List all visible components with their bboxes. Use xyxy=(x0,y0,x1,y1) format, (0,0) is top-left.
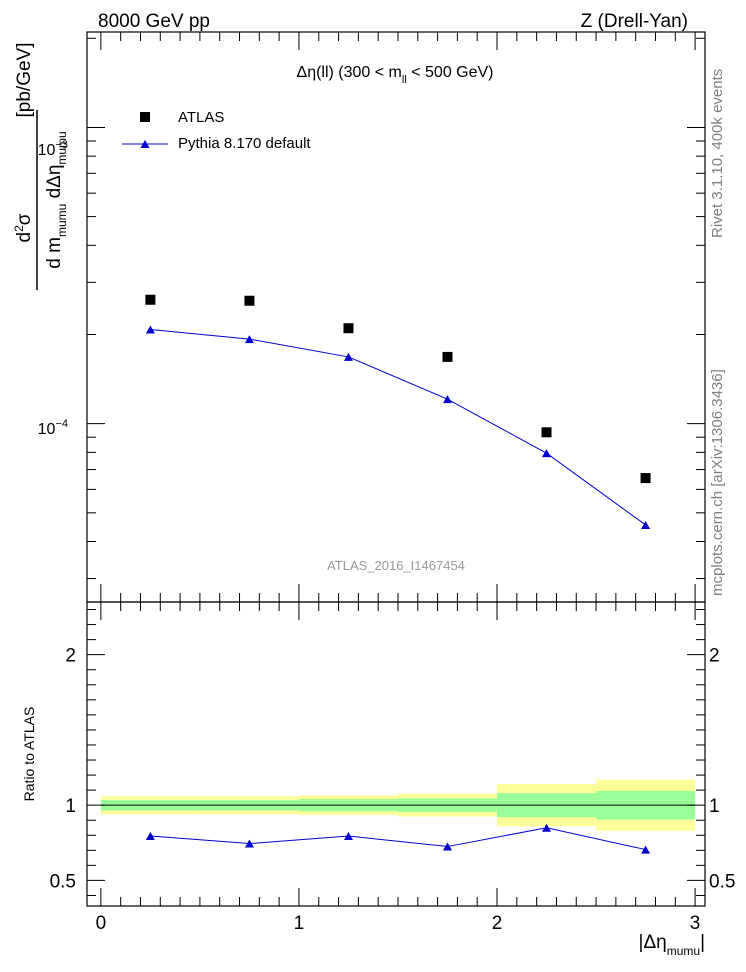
main-y-ticks xyxy=(87,37,705,580)
plot-title: Δη(ll) (300 < mll < 500 GeV) xyxy=(297,64,494,86)
atlas-point xyxy=(541,427,552,438)
atlas-point xyxy=(343,323,354,334)
legend-atlas-label: ATLAS xyxy=(178,109,224,126)
ratio-xtick-label: 1 xyxy=(294,913,305,934)
ylabel-numerator: d2σ xyxy=(12,213,35,242)
ratio-ytick-label-right: 2 xyxy=(709,646,720,667)
atlas-point xyxy=(442,351,453,362)
legend-atlas-marker xyxy=(140,112,150,122)
ratio-y-tick-labels: 0.5 1 2 xyxy=(50,646,76,893)
pythia-line xyxy=(150,328,646,526)
ratio-y-ticks xyxy=(87,609,705,896)
rivet-label: Rivet 3.1.10, 400k events xyxy=(709,69,726,238)
atlas-point xyxy=(145,294,156,305)
mcplots-label: mcplots.cern.ch [arXiv:1306.3436] xyxy=(709,369,726,596)
ratio-y-axis-label: Ratio to ATLAS xyxy=(21,707,37,802)
header-left: 8000 GeV pp xyxy=(98,11,210,32)
ratio-y-tick-labels-right: 0.5 1 2 xyxy=(709,646,735,893)
ytick-label-1e-4: 10−4 xyxy=(38,418,68,438)
ratio-xtick-label: 0 xyxy=(96,913,107,934)
ratio-ytick-label-right: 0.5 xyxy=(709,871,735,892)
ratio-pythia-line xyxy=(150,827,646,851)
pythia-point xyxy=(443,395,452,404)
ratio-pythia-point xyxy=(443,842,452,851)
pythia-point xyxy=(343,352,353,361)
ylabel-denominator: d mmumu dΔηmumu xyxy=(44,131,69,268)
pythia-point xyxy=(145,325,155,334)
ratio-x-tick-labels: 0 1 2 3 xyxy=(96,913,701,934)
ratio-xtick-label: 2 xyxy=(492,913,503,934)
ratio-frame xyxy=(86,601,706,907)
legend: ATLAS Pythia 8.170 default xyxy=(122,109,311,152)
ratio-pythia-point xyxy=(641,845,651,854)
ylabel-unit: [pb/GeV] xyxy=(14,43,35,118)
legend-pythia-marker xyxy=(140,140,150,148)
ratio-ytick-label: 1 xyxy=(65,796,76,817)
ratio-pythia-point xyxy=(542,823,552,832)
ratio-ytick-label: 0.5 xyxy=(50,871,76,892)
ratio-xtick-label: 3 xyxy=(690,913,701,934)
ratio-ytick-label-right: 1 xyxy=(709,796,720,817)
main-x-ticks xyxy=(100,32,696,602)
analysis-label: ATLAS_2016_I1467454 xyxy=(327,558,465,573)
main-data-marks xyxy=(145,294,651,529)
legend-pythia-label: Pythia 8.170 default xyxy=(178,135,311,152)
ratio-panel: 0.5 1 2 0.5 1 2 0 1 2 3 Ratio to ATLAS |Δηmumu| xyxy=(21,601,735,958)
header-right: Z (Drell-Yan) xyxy=(581,11,688,32)
ratio-pythia-point xyxy=(145,832,155,841)
main-y-axis-label: d2σ d mmumu dΔηmumu [pb/GeV] xyxy=(12,43,69,290)
ratio-pythia-point xyxy=(343,832,353,841)
ratio-pythia-point xyxy=(244,839,254,848)
main-panel: 10−3 10−4 d2σ d mmumu dΔηmumu [pb/GeV] Δ… xyxy=(12,31,706,603)
ratio-x-ticks xyxy=(100,602,696,906)
x-axis-label: |Δηmumu| xyxy=(639,932,705,958)
pythia-point xyxy=(542,449,552,458)
atlas-point xyxy=(244,295,255,306)
ratio-data-marks xyxy=(145,823,651,854)
pythia-point xyxy=(641,520,651,529)
ratio-ytick-label: 2 xyxy=(65,646,76,667)
atlas-point xyxy=(640,473,651,484)
pythia-point xyxy=(244,335,254,344)
ytick-label-1e-3: 10−3 xyxy=(38,139,68,159)
